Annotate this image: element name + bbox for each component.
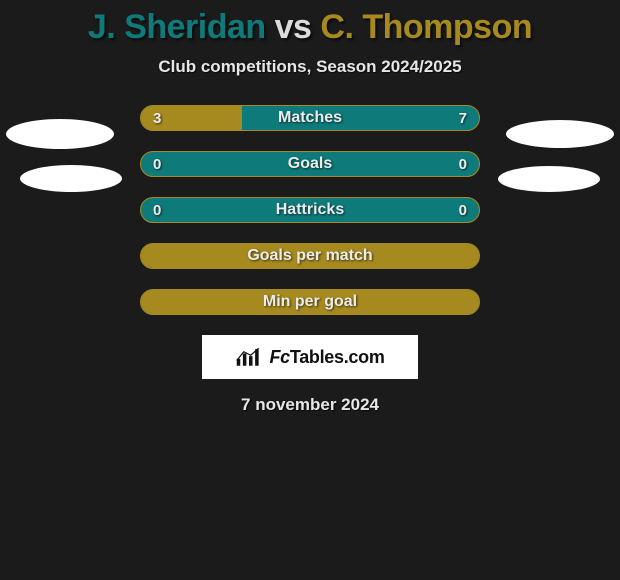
team-badge-right-1 [506,120,614,148]
stat-bars: 37Matches 00Goals 00Hattricks Goals per mat… [140,105,480,315]
date-text: 7 november 2024 [0,395,620,415]
fctables-logo: FcTables.com [202,335,418,379]
stat-label: Matches [141,106,479,130]
comparison-stage: 37Matches 00Goals 00Hattricks Goals per mat… [0,105,620,415]
stat-bar: 00Goals [140,151,480,177]
stat-bar: 37Matches [140,105,480,131]
comparison-title: J. Sheridan vs C. Thompson [0,0,620,47]
bar-chart-icon [235,345,263,369]
stat-label: Goals [141,152,479,176]
stat-bar: Goals per match [140,243,480,269]
stat-label: Goals per match [141,244,479,268]
team-badge-left-2 [20,165,122,192]
player2-name: C. Thompson [320,8,532,46]
stat-label: Min per goal [141,290,479,314]
player1-name: J. Sheridan [88,8,266,46]
vs-text: vs [275,8,312,46]
team-badge-right-2 [498,166,600,192]
stat-bar: Min per goal [140,289,480,315]
stat-bar: 00Hattricks [140,197,480,223]
team-badge-left-1 [6,119,114,149]
subtitle: Club competitions, Season 2024/2025 [0,57,620,77]
stat-label: Hattricks [141,198,479,222]
logo-text: FcTables.com [269,347,384,368]
